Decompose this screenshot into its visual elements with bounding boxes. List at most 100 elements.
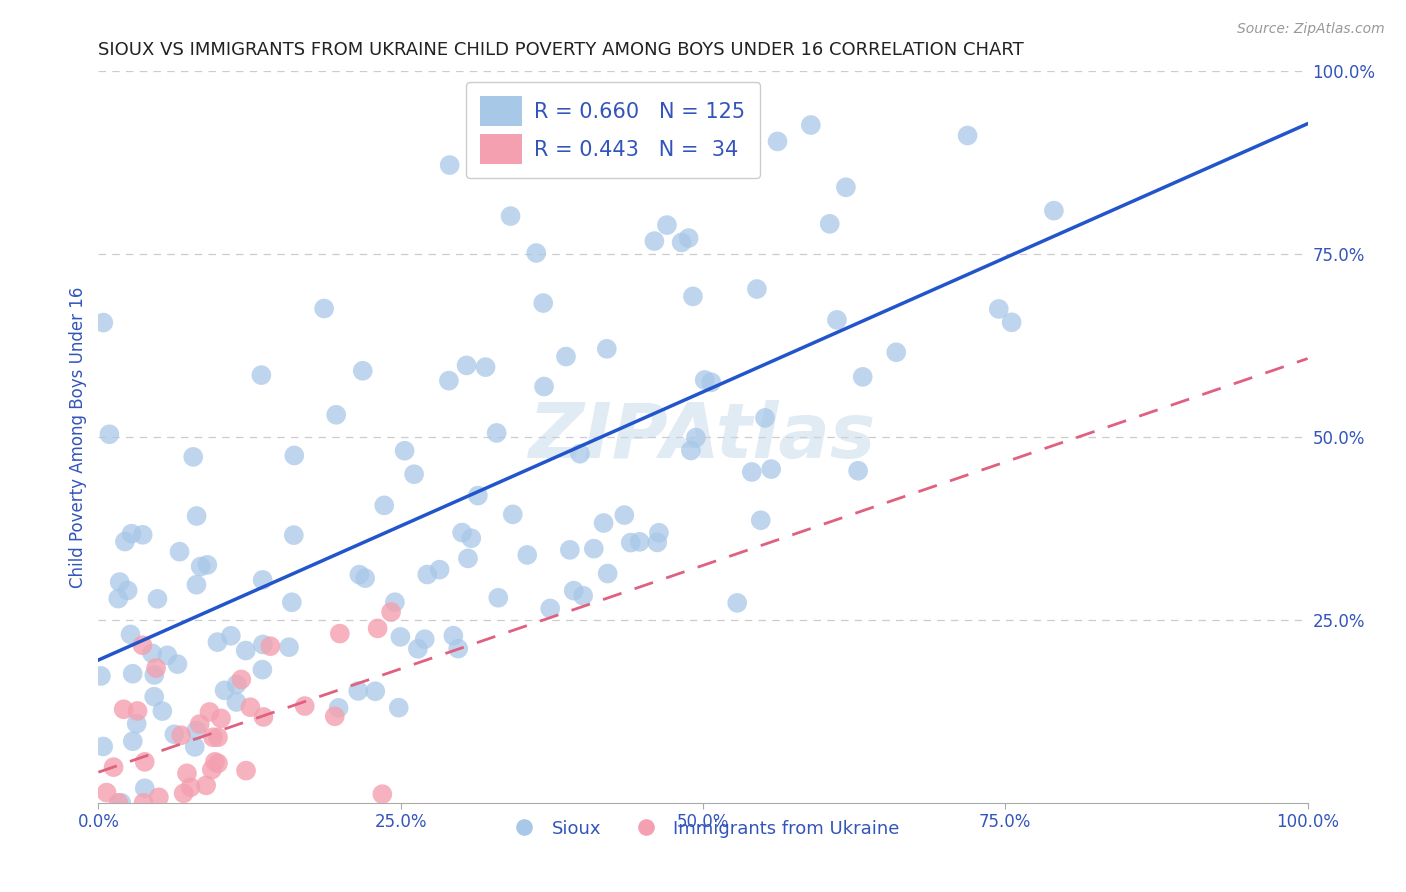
Point	[825, 313, 848, 327]
Point	[134, 755, 156, 769]
Point	[121, 526, 143, 541]
Point	[214, 683, 236, 698]
Point	[143, 690, 166, 704]
Point	[818, 217, 841, 231]
Point	[754, 410, 776, 425]
Point	[180, 780, 202, 795]
Point	[120, 627, 142, 641]
Point	[700, 376, 723, 390]
Point	[225, 695, 247, 709]
Point	[800, 118, 823, 132]
Point	[141, 646, 163, 660]
Point	[170, 728, 193, 742]
Point	[516, 548, 538, 562]
Legend: Sioux, Immigrants from Ukraine: Sioux, Immigrants from Ukraine	[499, 813, 907, 845]
Point	[524, 246, 547, 260]
Point	[281, 595, 304, 609]
Point	[121, 666, 143, 681]
Point	[108, 575, 131, 590]
Point	[235, 643, 257, 657]
Point	[125, 716, 148, 731]
Point	[146, 591, 169, 606]
Point	[121, 734, 143, 748]
Point	[283, 528, 305, 542]
Point	[323, 709, 346, 723]
Point	[404, 467, 426, 482]
Point	[562, 583, 585, 598]
Point	[186, 509, 208, 524]
Point	[474, 360, 496, 375]
Point	[725, 596, 748, 610]
Point	[283, 449, 305, 463]
Point	[389, 630, 412, 644]
Point	[325, 408, 347, 422]
Point	[209, 711, 232, 725]
Point	[766, 135, 789, 149]
Point	[745, 282, 768, 296]
Point	[596, 342, 619, 356]
Point	[678, 231, 700, 245]
Point	[759, 462, 782, 476]
Point	[96, 786, 118, 800]
Point	[1001, 315, 1024, 329]
Point	[835, 180, 858, 194]
Point	[460, 531, 482, 545]
Point	[156, 648, 179, 663]
Point	[231, 673, 253, 687]
Point	[131, 528, 153, 542]
Point	[598, 113, 620, 128]
Point	[486, 591, 509, 605]
Point	[117, 583, 139, 598]
Point	[239, 700, 262, 714]
Point	[364, 684, 387, 698]
Point	[181, 450, 204, 464]
Point	[112, 702, 135, 716]
Point	[202, 731, 225, 745]
Point	[457, 551, 479, 566]
Point	[429, 563, 451, 577]
Point	[406, 641, 429, 656]
Point	[558, 542, 581, 557]
Point	[439, 158, 461, 172]
Text: ZIPAtlas: ZIPAtlas	[529, 401, 877, 474]
Point	[388, 700, 411, 714]
Point	[679, 443, 702, 458]
Point	[90, 669, 112, 683]
Point	[207, 635, 229, 649]
Point	[582, 541, 605, 556]
Point	[655, 218, 678, 232]
Point	[107, 796, 129, 810]
Point	[693, 373, 716, 387]
Point	[294, 699, 316, 714]
Point	[555, 350, 578, 364]
Point	[252, 710, 274, 724]
Point	[103, 760, 125, 774]
Point	[533, 379, 555, 393]
Point	[685, 431, 707, 445]
Point	[384, 595, 406, 609]
Point	[166, 657, 188, 672]
Point	[956, 128, 979, 143]
Point	[195, 778, 218, 792]
Point	[131, 638, 153, 652]
Point	[416, 567, 439, 582]
Point	[741, 465, 763, 479]
Point	[110, 796, 132, 810]
Point	[188, 717, 211, 731]
Point	[163, 727, 186, 741]
Point	[394, 443, 416, 458]
Point	[852, 369, 875, 384]
Point	[91, 739, 114, 754]
Point	[201, 763, 224, 777]
Point	[349, 567, 371, 582]
Point	[143, 668, 166, 682]
Point	[329, 626, 352, 640]
Point	[648, 525, 671, 540]
Point	[592, 516, 614, 530]
Point	[252, 573, 274, 587]
Point	[150, 704, 173, 718]
Point	[613, 508, 636, 522]
Point	[371, 787, 394, 801]
Point	[645, 535, 668, 549]
Point	[235, 764, 257, 778]
